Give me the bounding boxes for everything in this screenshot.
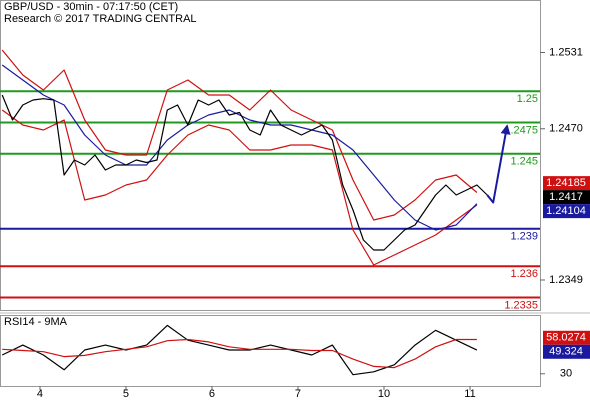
- y-tick-label: 30: [560, 368, 572, 380]
- chart-title: RSI14 - 9MA: [4, 316, 68, 328]
- x-tick-label: 4: [37, 388, 43, 400]
- y-tick-label: 1.2531: [549, 46, 583, 58]
- series-line: [1, 324, 478, 376]
- level-label: 1.236: [510, 268, 538, 280]
- main-panel: [0, 0, 541, 311]
- forecast-arrow: [486, 124, 511, 204]
- chart-title: GBP/USD - 30min - 07:17:50 (CET): [4, 1, 178, 13]
- x-tick-label: 10: [378, 388, 390, 400]
- level-label: 1.2475: [504, 124, 538, 136]
- value-box: [543, 204, 590, 219]
- rsi-panel: [0, 315, 541, 387]
- x-tick-label: 11: [464, 388, 475, 400]
- series-line: [1, 64, 478, 231]
- series-line: [2, 338, 477, 369]
- series-line: [1, 109, 478, 266]
- value-box: [543, 190, 590, 205]
- y-tick-label: 1.2470: [549, 123, 583, 135]
- value-box-label: 1.24185: [546, 177, 586, 189]
- series-line: [1, 94, 488, 251]
- level-label: 1.239: [510, 231, 538, 243]
- value-box-label: 58.0274: [546, 332, 586, 344]
- series-line: [1, 49, 478, 221]
- y-tick-label: 1.2349: [549, 274, 583, 286]
- level-label: 1.245: [510, 156, 538, 168]
- level-label: 1.25: [517, 93, 538, 105]
- value-box-label: 49.324: [549, 346, 583, 358]
- chart-subtitle: Research © 2017 TRADING CENTRAL: [4, 13, 197, 25]
- x-tick-label: 7: [295, 388, 301, 400]
- value-box: [543, 176, 590, 191]
- value-box-label: 1.2417: [549, 191, 583, 203]
- x-tick-label: 6: [209, 388, 215, 400]
- level-label: 1.2335: [504, 299, 538, 311]
- value-box: [543, 344, 590, 359]
- value-box-label: 1.24104: [546, 205, 586, 217]
- value-box: [543, 330, 590, 345]
- x-tick-label: 5: [123, 388, 129, 400]
